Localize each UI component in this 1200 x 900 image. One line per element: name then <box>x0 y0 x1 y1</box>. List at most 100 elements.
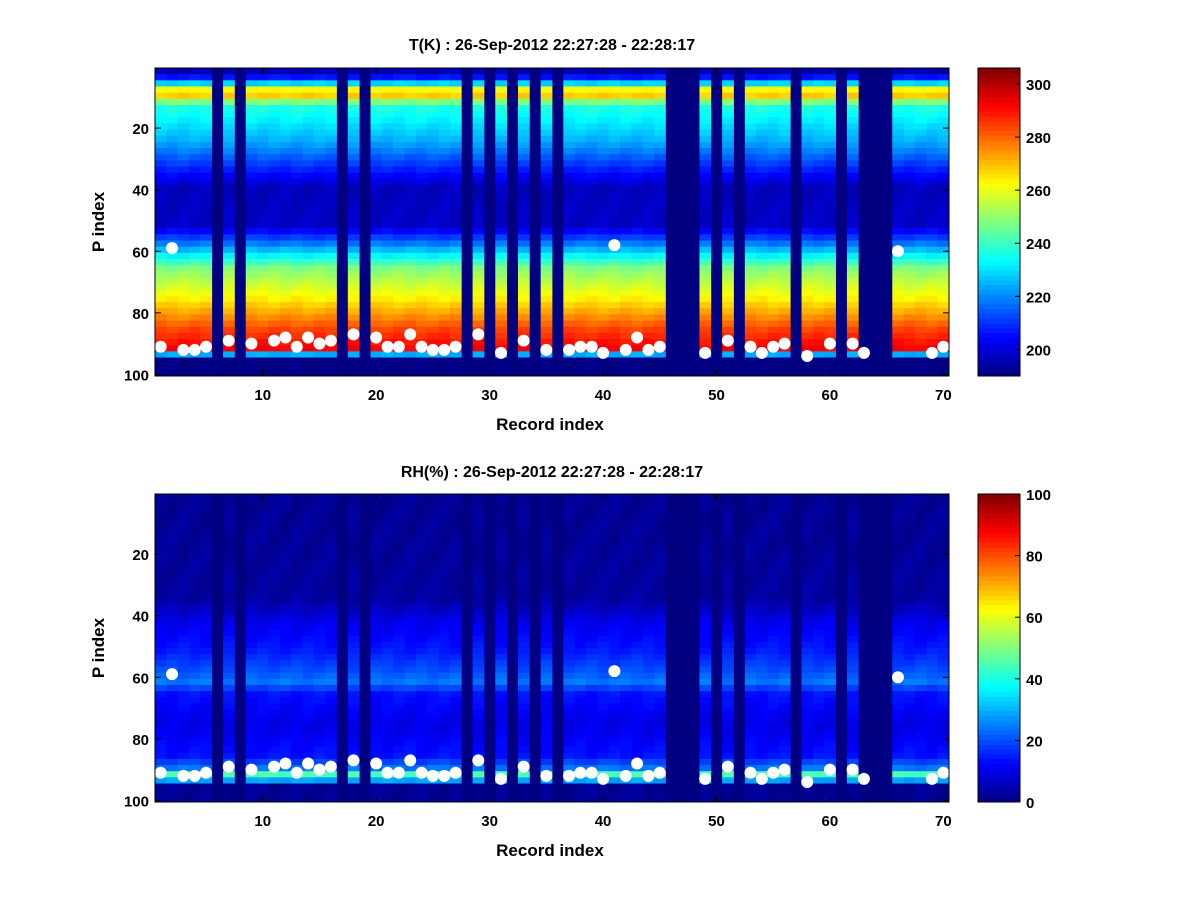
heatmap-cell <box>245 258 258 266</box>
heatmap-cell <box>415 363 428 371</box>
colorbar-swatch <box>978 279 1020 286</box>
heatmap-cell <box>914 92 927 100</box>
heatmap-cell <box>824 703 836 710</box>
heatmap-cell <box>699 246 712 254</box>
heatmap-cell <box>268 98 281 106</box>
heatmap-cell <box>404 592 417 600</box>
heatmap-cell <box>279 580 292 587</box>
heatmap-cell <box>903 209 916 217</box>
heatmap-cell <box>404 308 417 315</box>
heatmap-cell <box>245 795 258 803</box>
heatmap-cell <box>563 234 576 241</box>
heatmap-cell <box>517 326 530 334</box>
heatmap-cell <box>166 86 179 94</box>
heatmap-cell <box>268 258 281 266</box>
heatmap-cell <box>245 252 258 260</box>
heatmap-cell <box>427 203 439 211</box>
heatmap-cell <box>563 86 576 94</box>
heatmap-cell <box>642 209 655 217</box>
heatmap-cell <box>370 537 383 544</box>
heatmap-cell <box>279 98 292 106</box>
heatmap-cell <box>200 258 213 266</box>
heatmap-cell <box>257 141 269 149</box>
heatmap-cell <box>586 586 598 593</box>
heatmap-cell <box>722 271 734 278</box>
heatmap-cell <box>257 555 269 563</box>
heatmap-cell <box>767 191 780 198</box>
heatmap-cell <box>699 746 712 754</box>
heatmap-cell <box>449 141 462 149</box>
heatmap-cell <box>699 271 712 278</box>
heatmap-cell <box>517 604 530 612</box>
heatmap-cell <box>268 185 281 192</box>
heatmap-cell <box>393 80 405 87</box>
heatmap-cell <box>279 104 292 112</box>
heatmap-cell <box>427 68 439 75</box>
heatmap-cell <box>472 715 485 723</box>
heatmap-cell <box>325 117 337 124</box>
heatmap-cell <box>620 117 632 124</box>
heatmap-cell <box>393 567 405 575</box>
heatmap-cell <box>404 339 417 346</box>
heatmap-cell <box>642 135 655 143</box>
heatmap-cell <box>597 104 610 112</box>
heatmap-cell <box>812 648 825 655</box>
heatmap-cell <box>438 240 451 248</box>
heatmap-cell <box>801 160 814 167</box>
heatmap-cell <box>937 289 950 297</box>
heatmap-cell <box>438 172 451 180</box>
heatmap-cell <box>166 660 179 667</box>
heatmap-cell <box>257 530 269 538</box>
heatmap-cell <box>495 703 508 710</box>
heatmap-cell <box>381 561 394 569</box>
x-tick-label: 20 <box>368 387 385 404</box>
heatmap-cell <box>449 567 462 575</box>
heatmap-cell <box>495 783 508 791</box>
heatmap-cell <box>370 567 383 575</box>
heatmap-cell <box>438 611 451 618</box>
heatmap-cell <box>472 80 485 87</box>
heatmap-cell <box>393 728 405 735</box>
heatmap-cell <box>892 369 905 377</box>
heatmap-cell <box>654 166 666 174</box>
heatmap-cell <box>597 166 610 174</box>
heatmap-cell <box>642 789 655 797</box>
heatmap-cell <box>744 104 757 112</box>
heatmap-cell <box>268 500 281 507</box>
heatmap-cell <box>574 709 587 717</box>
heatmap-cell <box>472 721 485 729</box>
heatmap-cell <box>313 580 326 587</box>
heatmap-cell <box>393 654 405 661</box>
heatmap-cell <box>778 641 791 649</box>
heatmap-cell <box>756 758 768 766</box>
heatmap-cell <box>846 524 859 532</box>
heatmap-cell <box>257 691 269 698</box>
heatmap-cell <box>189 289 201 297</box>
heatmap-cell <box>257 172 269 180</box>
heatmap-cell <box>699 524 712 532</box>
heatmap-cell <box>370 543 383 550</box>
heatmap-cell <box>223 611 235 618</box>
heatmap-cell <box>540 222 553 229</box>
heatmap-cell <box>824 660 836 667</box>
heatmap-cell <box>824 611 836 618</box>
heatmap-cell <box>268 494 281 501</box>
heatmap-cell <box>563 530 576 538</box>
heatmap-cell <box>189 240 201 248</box>
heatmap-cell <box>812 234 825 241</box>
heatmap-cell <box>155 302 167 309</box>
colorbar-swatch <box>978 68 1020 74</box>
heatmap-cell <box>449 209 462 217</box>
heatmap-cell <box>291 494 303 501</box>
heatmap-cell <box>620 672 632 680</box>
heatmap-cell <box>620 369 632 377</box>
heatmap-cell <box>325 740 337 747</box>
heatmap-cell <box>438 561 451 569</box>
heatmap-cell <box>166 635 179 643</box>
heatmap-cell <box>744 246 757 254</box>
heatmap-cell <box>654 357 666 365</box>
heatmap-cell <box>903 277 916 284</box>
heatmap-cell <box>245 721 258 729</box>
heatmap-cell <box>608 228 621 235</box>
heatmap-cell <box>313 703 326 710</box>
